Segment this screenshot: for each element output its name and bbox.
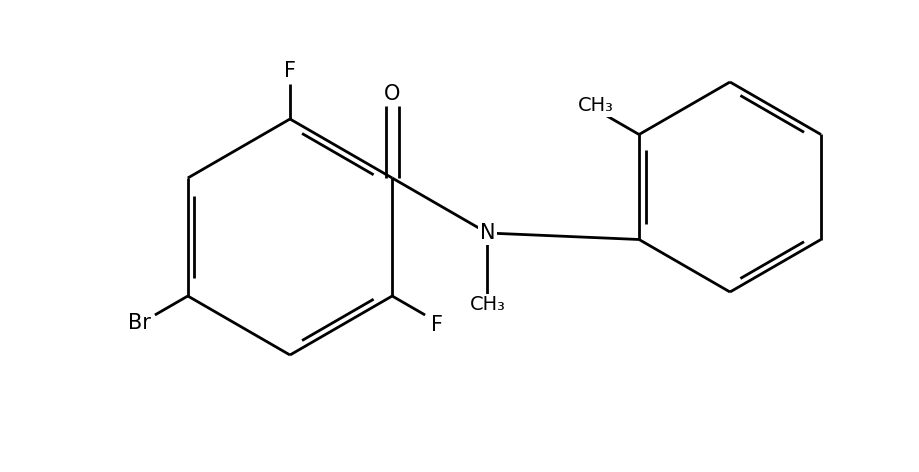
Text: N: N bbox=[479, 223, 494, 243]
Text: CH₃: CH₃ bbox=[469, 295, 505, 314]
Text: Br: Br bbox=[129, 313, 151, 333]
Text: CH₃: CH₃ bbox=[578, 96, 613, 115]
Text: F: F bbox=[431, 315, 443, 335]
Text: O: O bbox=[383, 84, 400, 104]
Text: F: F bbox=[284, 61, 296, 81]
